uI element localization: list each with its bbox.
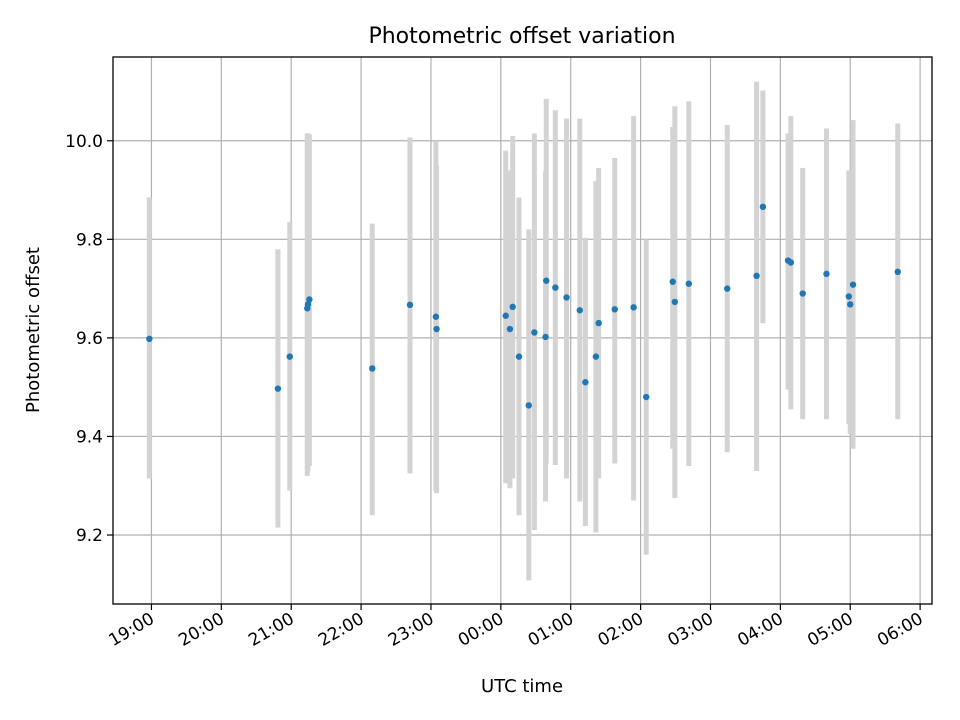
data-point xyxy=(592,353,600,360)
data-point xyxy=(799,290,806,297)
data-point xyxy=(274,385,282,392)
chart-title: Photometric offset variation xyxy=(368,24,675,49)
data-points xyxy=(146,203,901,409)
x-tick-label: 21:00 xyxy=(245,609,297,651)
y-axis-label: Photometric offset xyxy=(23,247,44,413)
data-point xyxy=(433,325,440,333)
data-point xyxy=(582,379,589,386)
data-point xyxy=(759,203,767,211)
error-bars xyxy=(146,81,901,581)
data-point xyxy=(369,365,376,372)
plot-frame xyxy=(112,56,933,605)
x-tick-label: 22:00 xyxy=(315,609,367,651)
x-axis-label: UTC time xyxy=(481,676,563,697)
data-point xyxy=(753,272,760,279)
x-tick-label: 01:00 xyxy=(525,609,577,651)
data-point xyxy=(531,329,538,336)
data-point xyxy=(787,259,795,266)
x-tick-label: 00:00 xyxy=(455,609,507,651)
data-point xyxy=(630,304,637,311)
data-point xyxy=(286,353,293,360)
x-tick-label: 03:00 xyxy=(665,609,717,651)
x-tick-label: 19:00 xyxy=(105,609,157,651)
data-point xyxy=(509,303,516,311)
y-tick-label: 9.4 xyxy=(76,427,103,447)
data-point xyxy=(563,294,570,301)
y-tick-label: 10.0 xyxy=(65,132,103,152)
y-tick-label: 9.6 xyxy=(76,329,103,349)
data-point xyxy=(502,312,509,319)
data-point xyxy=(552,284,559,291)
data-point xyxy=(406,301,414,309)
data-point xyxy=(146,335,153,343)
data-point xyxy=(576,307,584,314)
data-point xyxy=(543,277,550,284)
data-point xyxy=(845,293,853,300)
x-axis-ticks: 19:00 20:00 21:00 22:00 23:00 00:00 01:00 02:00… xyxy=(105,604,927,651)
x-tick-label: 20:00 xyxy=(175,609,227,651)
data-point xyxy=(542,333,549,341)
x-tick-label: 06:00 xyxy=(874,609,926,651)
data-point xyxy=(823,270,830,278)
data-point xyxy=(595,319,602,327)
data-point xyxy=(506,325,514,333)
data-point xyxy=(724,285,731,292)
y-tick-label: 9.8 xyxy=(76,230,103,250)
data-point xyxy=(847,301,854,308)
x-tick-label: 04:00 xyxy=(734,609,786,651)
data-point xyxy=(611,306,618,313)
data-point xyxy=(304,301,312,308)
x-tick-label: 23:00 xyxy=(385,609,437,651)
y-tick-label: 9.2 xyxy=(76,526,103,546)
data-point xyxy=(432,313,440,320)
grid xyxy=(113,57,932,604)
data-point xyxy=(669,278,676,285)
x-tick-label: 05:00 xyxy=(804,609,856,651)
data-point xyxy=(515,353,523,360)
data-point xyxy=(685,280,693,287)
data-point xyxy=(525,402,532,409)
data-point xyxy=(642,393,650,401)
x-tick-label: 02:00 xyxy=(595,609,647,651)
data-point xyxy=(671,298,679,306)
data-point xyxy=(306,296,313,303)
y-axis-ticks: 9.2 9.4 9.6 9.8 10.0 xyxy=(65,132,113,546)
data-point xyxy=(894,268,901,276)
data-point xyxy=(849,281,857,288)
